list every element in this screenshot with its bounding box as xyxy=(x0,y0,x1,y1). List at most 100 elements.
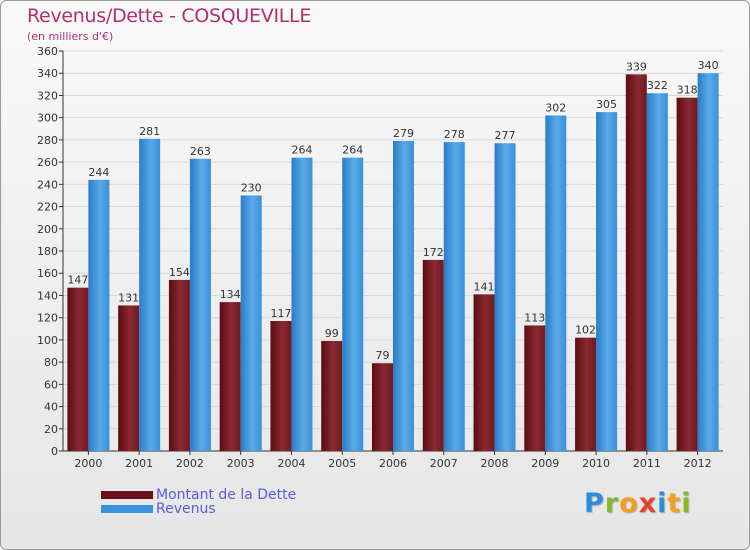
data-label-revenus: 277 xyxy=(495,129,516,142)
x-tick-label: 2007 xyxy=(430,457,458,470)
data-label-revenus: 244 xyxy=(88,166,109,179)
legend-swatch-dette xyxy=(101,491,153,499)
y-tick-label: 60 xyxy=(44,378,58,391)
y-tick-label: 80 xyxy=(44,356,58,369)
x-tick-label: 2003 xyxy=(227,457,255,470)
data-label-revenus: 302 xyxy=(545,101,566,114)
x-tick-label: 2001 xyxy=(125,457,153,470)
bar-dette xyxy=(575,337,597,451)
y-tick-label: 280 xyxy=(37,134,58,147)
y-tick-label: 360 xyxy=(37,45,58,58)
x-tick-label: 2006 xyxy=(379,457,407,470)
bar-dette xyxy=(625,74,647,451)
bar-dette xyxy=(67,287,89,451)
data-label-dette: 99 xyxy=(325,327,339,340)
axes: 0 20 40 60 80 100 120 140 160 180 200 220 240 260 280 3… xyxy=(37,45,723,470)
bar-revenus xyxy=(88,179,110,451)
data-label-dette: 318 xyxy=(677,84,698,97)
data-label-revenus: 279 xyxy=(393,127,414,140)
data-label-dette: 147 xyxy=(67,274,88,287)
bar-dette xyxy=(524,325,546,451)
x-tick-label: 2000 xyxy=(74,457,102,470)
legend-item-revenus: Revenus xyxy=(101,501,216,517)
bar-revenus xyxy=(494,143,516,451)
legend-label-revenus: Revenus xyxy=(156,501,216,517)
bar-dette xyxy=(676,97,698,452)
y-tick-label: 220 xyxy=(37,201,58,214)
bar-dette xyxy=(168,279,190,451)
logo-letter: o xyxy=(619,488,639,519)
y-tick-label: 180 xyxy=(37,245,58,258)
bar-dette xyxy=(219,302,241,451)
data-label-dette: 131 xyxy=(118,291,139,304)
x-tick-label: 2009 xyxy=(531,457,559,470)
proxiti-logo: Proxiti xyxy=(584,488,692,519)
logo-letter: i xyxy=(657,488,668,519)
bar-dette xyxy=(422,259,444,451)
legend-swatch-revenus xyxy=(101,505,153,513)
x-tick-label: 2010 xyxy=(582,457,610,470)
data-label-revenus: 340 xyxy=(698,59,719,72)
legend-item-dette: Montant de la Dette xyxy=(101,487,296,503)
data-labels: 147 244 131 281 154 263 134 230 117 264 99 264 79 279… xyxy=(67,59,718,362)
bar-dette xyxy=(372,363,393,451)
data-label-dette: 117 xyxy=(270,307,291,320)
y-tick-label: 240 xyxy=(37,178,58,191)
legend-label-dette: Montant de la Dette xyxy=(156,487,297,503)
logo-letter: x xyxy=(638,488,658,519)
chart-title: Revenus/Dette - COSQUEVILLE xyxy=(27,5,312,27)
data-label-revenus: 305 xyxy=(596,98,617,111)
bar-dette xyxy=(270,321,292,451)
bar-revenus xyxy=(596,112,618,451)
chart-unit-label: (en milliers d'€) xyxy=(27,30,114,43)
data-label-revenus: 281 xyxy=(139,125,160,138)
data-label-revenus: 278 xyxy=(444,128,465,141)
bar-revenus xyxy=(545,115,567,451)
y-tick-label: 200 xyxy=(37,223,58,236)
bar-revenus xyxy=(189,158,211,451)
x-tick-label: 2002 xyxy=(176,457,204,470)
bar-revenus xyxy=(139,138,161,451)
bar-dette xyxy=(321,341,343,451)
data-label-revenus: 264 xyxy=(291,144,312,157)
bar-revenus xyxy=(291,157,313,451)
data-label-dette: 339 xyxy=(626,60,647,73)
x-tick-label: 2012 xyxy=(684,457,712,470)
bars xyxy=(67,73,719,452)
y-tick-label: 140 xyxy=(37,289,58,302)
y-tick-label: 40 xyxy=(44,401,58,414)
y-tick-label: 260 xyxy=(37,156,58,169)
data-label-dette: 154 xyxy=(169,266,190,279)
logo-letter: r xyxy=(604,488,620,519)
data-label-dette: 79 xyxy=(376,349,390,362)
y-tick-label: 0 xyxy=(51,445,58,458)
bar-revenus xyxy=(646,93,668,451)
data-label-revenus: 322 xyxy=(647,79,668,92)
data-label-dette: 141 xyxy=(474,280,495,293)
bar-revenus xyxy=(342,157,364,451)
y-tick-label: 20 xyxy=(44,423,58,436)
x-tick-label: 2011 xyxy=(633,457,661,470)
bar-revenus xyxy=(443,142,465,451)
y-tick-label: 100 xyxy=(37,334,58,347)
data-label-dette: 102 xyxy=(575,324,596,337)
data-label-revenus: 263 xyxy=(190,145,211,158)
bar-revenus xyxy=(240,195,262,451)
data-label-revenus: 264 xyxy=(342,144,363,157)
data-label-dette: 134 xyxy=(220,288,241,301)
bar-revenus xyxy=(393,141,414,451)
data-label-revenus: 230 xyxy=(241,181,262,194)
y-tick-label: 120 xyxy=(37,312,58,325)
x-tick-label: 2008 xyxy=(481,457,509,470)
bar-dette xyxy=(473,294,495,451)
x-tick-label: 2005 xyxy=(328,457,356,470)
logo-letter: P xyxy=(584,488,605,519)
data-label-dette: 113 xyxy=(524,311,545,324)
bar-dette xyxy=(118,305,140,451)
y-tick-label: 340 xyxy=(37,67,58,80)
logo-letter: i xyxy=(681,488,692,519)
data-label-dette: 172 xyxy=(423,246,444,259)
logo-letter: t xyxy=(667,488,682,519)
